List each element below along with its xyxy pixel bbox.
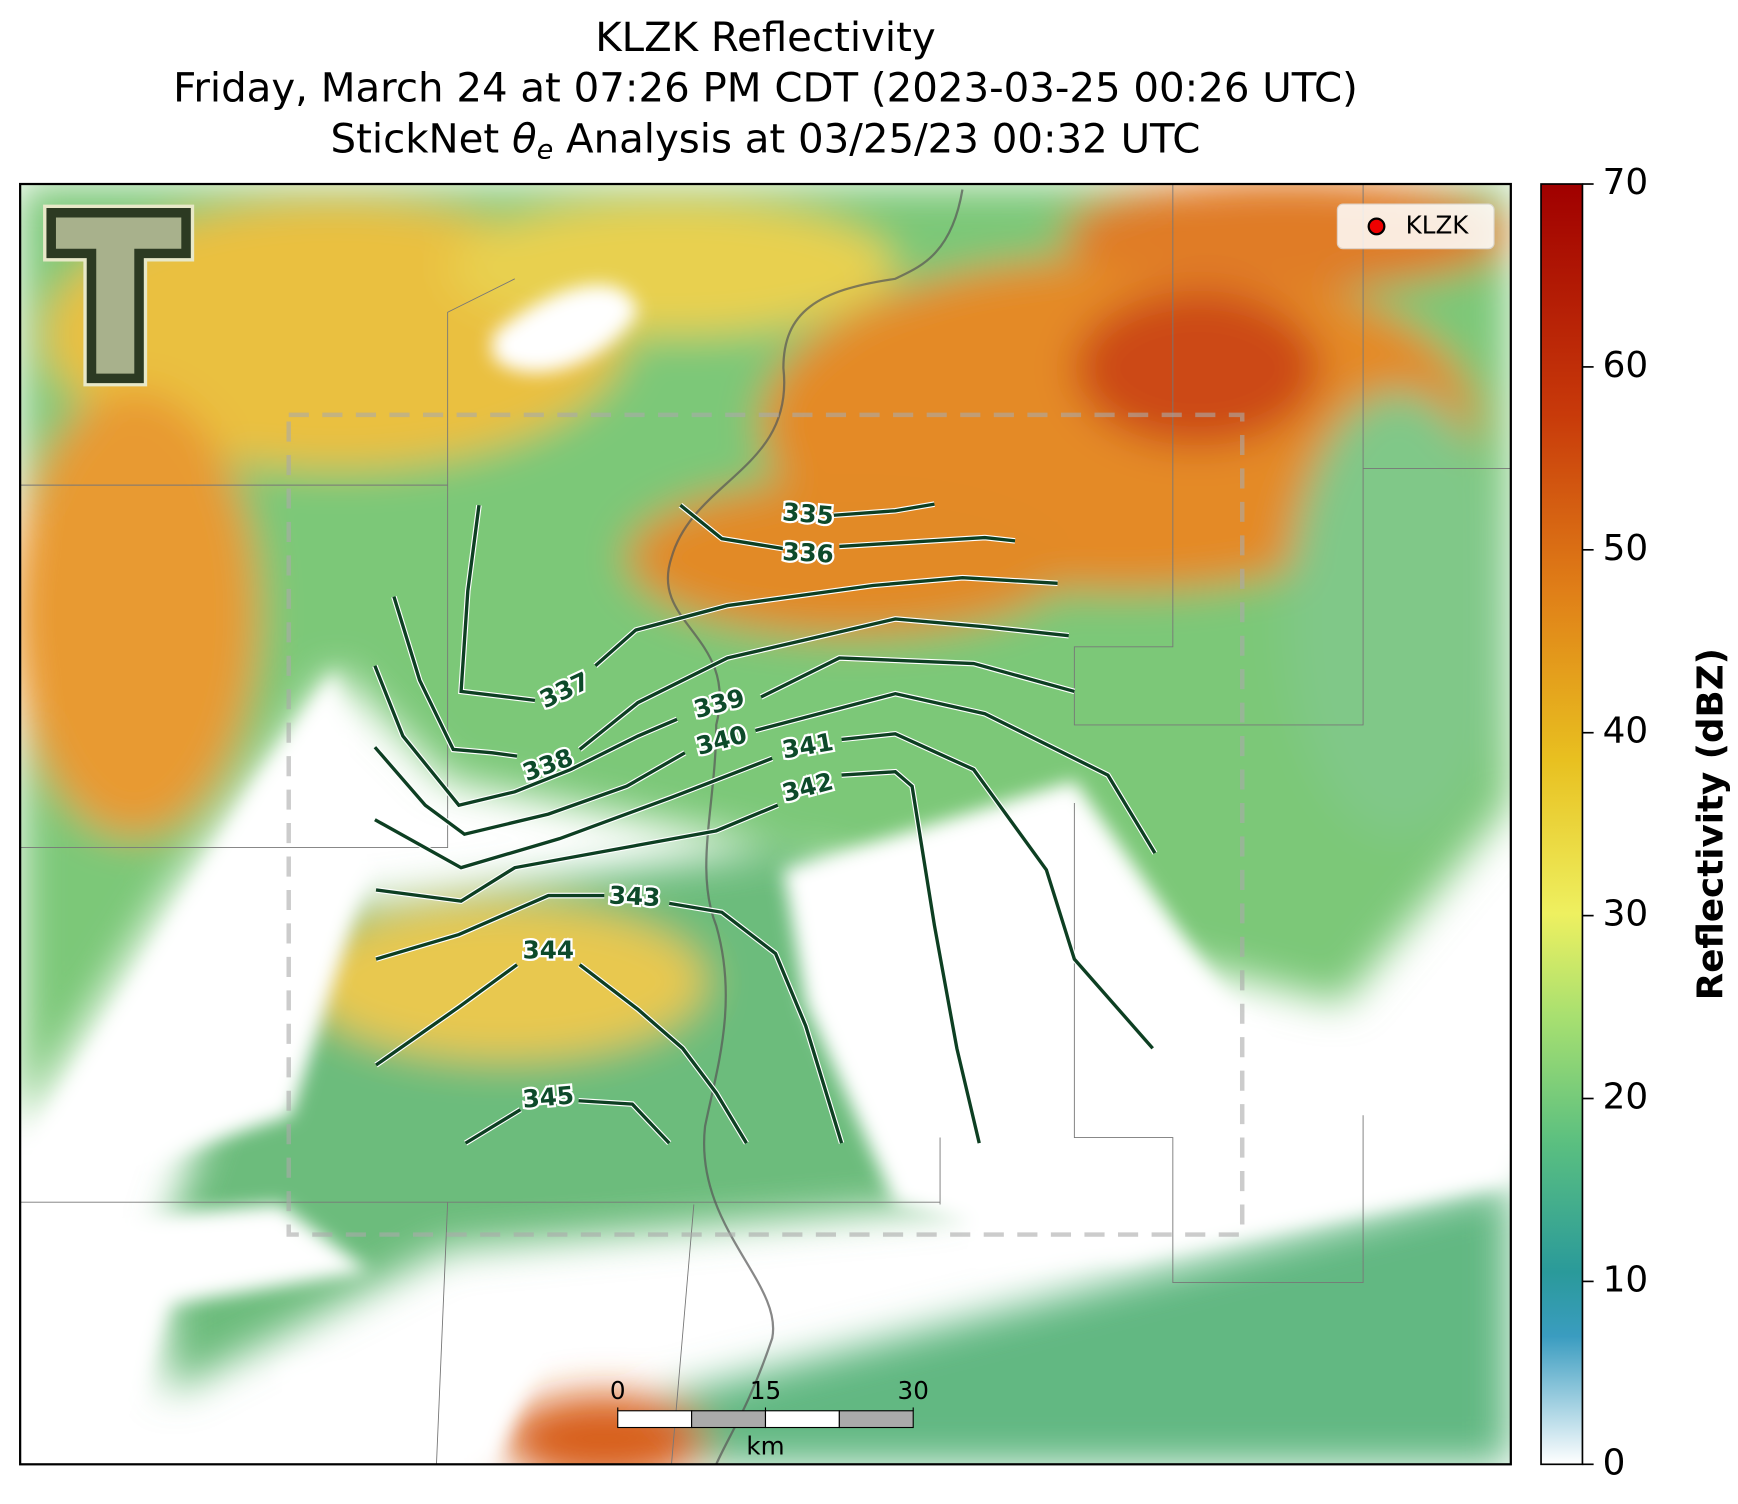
title-part: Analysis at 03/25/23 00:32 UTC: [553, 117, 1200, 163]
subtitle: Friday, March 24 at 07:26 PM CDT (2023-0…: [173, 65, 1358, 111]
colorbar: [1540, 183, 1584, 1466]
map-frame: [19, 182, 1512, 1466]
scale-segment: [764, 1410, 840, 1429]
contour-line: [578, 1099, 671, 1145]
colorbar-tick-label: 10: [1603, 1259, 1649, 1300]
scale-unit: km: [746, 1432, 784, 1461]
contour-line: [375, 893, 605, 961]
contour-label: 335: [781, 497, 835, 530]
contour-line: [833, 502, 935, 517]
colorbar-label: Reflectivity (dBZ): [1690, 648, 1731, 1000]
radar-image: [20, 184, 1511, 1465]
contour-line: [668, 901, 844, 1144]
legend-marker: [1367, 217, 1386, 236]
contour-line: [373, 665, 678, 808]
contour-line: [578, 963, 748, 1144]
boundaries: [20, 184, 1511, 1465]
colorbar-tick-label: 70: [1603, 162, 1649, 203]
title-part: StickNet: [331, 117, 513, 163]
contour-line: [594, 576, 1058, 668]
contour-label: 343: [608, 880, 661, 912]
colorbar-tick-label: 50: [1603, 528, 1649, 569]
contour-line: [839, 535, 1016, 549]
contour-line: [679, 503, 784, 551]
contour-line: [841, 770, 981, 1144]
colorbar-tick-label: 30: [1603, 894, 1649, 935]
theta-symbol: θ: [512, 117, 537, 163]
scale-bar: 0 15 30 km: [610, 1376, 929, 1461]
contour-label: 336: [782, 537, 835, 569]
contour-line: [375, 803, 779, 903]
analysis-title: StickNet θe Analysis at 03/25/23 00:32 U…: [331, 117, 1201, 165]
contour-line: [392, 596, 518, 758]
contour-line: [374, 756, 773, 870]
colorbar-tick-label: 0: [1603, 1442, 1626, 1483]
contour-label: 345: [521, 1080, 575, 1113]
contour-line: [373, 746, 686, 837]
contour-line: [375, 963, 519, 1067]
title: KLZK Reflectivity: [595, 15, 936, 61]
contour-line: [459, 504, 536, 703]
scale-label: 15: [750, 1376, 781, 1405]
contour-line: [464, 1108, 522, 1145]
contour-line: [754, 691, 1157, 855]
scale-label: 30: [898, 1376, 929, 1405]
colorbar-ticks: 0 10 20 30 40 50 60 70: [1582, 162, 1648, 1483]
colorbar-tick-label: 60: [1603, 345, 1649, 386]
logo: [43, 204, 195, 387]
scale-label: 0: [610, 1376, 626, 1405]
contour-line: [760, 656, 1075, 699]
contour-line: [578, 617, 1069, 751]
legend-label: KLZK: [1406, 210, 1470, 239]
scale-segment: [617, 1410, 693, 1429]
colorbar-tick-label: 20: [1603, 1077, 1649, 1118]
contour-label: 344: [523, 935, 574, 964]
legend: KLZK: [1336, 203, 1495, 250]
colorbar-tick-label: 40: [1603, 711, 1649, 752]
theta-subscript: e: [537, 134, 554, 165]
analysis-domain: [286, 412, 1245, 1237]
contour-line: [841, 732, 1154, 1050]
scale-segment: [691, 1410, 767, 1429]
scale-segment: [838, 1410, 914, 1429]
